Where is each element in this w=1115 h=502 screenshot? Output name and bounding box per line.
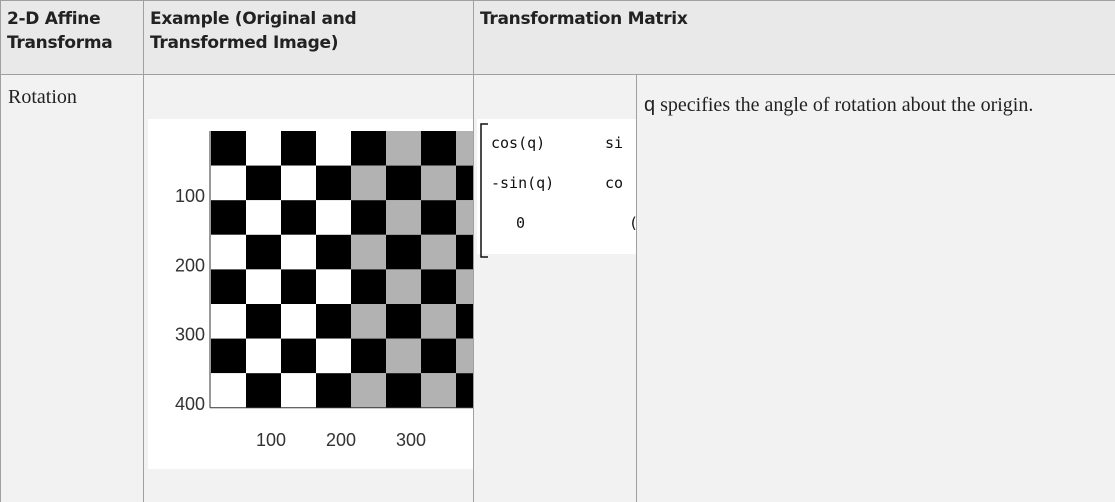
checker-square	[281, 338, 316, 374]
checker-square	[211, 234, 246, 270]
checker-square	[386, 234, 421, 270]
checker-square	[386, 373, 421, 408]
checker-square	[456, 304, 474, 339]
matrix-background	[477, 119, 637, 254]
checker-square	[421, 338, 456, 374]
header-text: Transformed Image)	[150, 33, 339, 53]
checker-square	[386, 338, 421, 374]
body-cell: q specifies the angle of rotation about …	[636, 74, 1115, 502]
symbol: q	[644, 94, 656, 116]
checker-square	[316, 338, 351, 374]
matrix-entry: 0	[516, 214, 525, 232]
header-cell: 2-D Affine Transforma	[0, 0, 144, 75]
body-cell: 1002003004001002003004	[143, 74, 474, 502]
checker-square	[386, 304, 421, 339]
y-tick-label: 100	[175, 186, 205, 206]
checker-square	[211, 269, 246, 304]
checker-square	[316, 165, 351, 201]
checker-square	[456, 338, 474, 374]
matrix-entry: si	[605, 134, 623, 152]
checker-square	[281, 131, 316, 166]
checker-square	[246, 373, 281, 408]
matrix-entry: (	[629, 214, 637, 232]
checker-square	[351, 304, 386, 339]
body-cell: cos(q) si -sin(q) co 0 (	[473, 74, 637, 502]
checker-square	[421, 165, 456, 201]
checker-square	[281, 304, 316, 339]
example-image: 1002003004001002003004	[148, 119, 474, 469]
checker-square	[211, 200, 246, 235]
checker-square	[386, 200, 421, 235]
checker-square	[351, 338, 386, 374]
checker-square	[246, 304, 281, 339]
checker-square	[421, 304, 456, 339]
matrix-entry: cos(q)	[491, 134, 545, 152]
header-text: Transforma	[7, 33, 113, 53]
checker-square	[456, 234, 474, 270]
checker-square	[246, 131, 281, 166]
checker-square	[211, 304, 246, 339]
checker-square	[386, 269, 421, 304]
checker-square	[456, 200, 474, 235]
header-text: Example (Original and	[150, 9, 357, 29]
checker-square	[456, 373, 474, 408]
checker-square	[351, 165, 386, 201]
description: specifies the angle of rotation about th…	[660, 94, 1034, 116]
checker-square	[281, 165, 316, 201]
header-text: 2-D Affine	[7, 9, 101, 29]
checker-square	[421, 269, 456, 304]
checker-square	[456, 269, 474, 304]
header-text: Transformation Matrix	[480, 9, 688, 29]
checker-square	[211, 165, 246, 201]
x-tick-label: 100	[256, 430, 286, 450]
checker-square	[421, 234, 456, 270]
checker-square	[351, 373, 386, 408]
checker-square	[281, 234, 316, 270]
checker-square	[316, 131, 351, 166]
checker-square	[351, 269, 386, 304]
checker-square	[281, 200, 316, 235]
checker-square	[351, 200, 386, 235]
checker-square	[246, 165, 281, 201]
checker-square	[246, 200, 281, 235]
checker-square	[316, 269, 351, 304]
checker-square	[316, 234, 351, 270]
checker-square	[281, 373, 316, 408]
header-cell: Transformation Matrix	[473, 0, 1115, 75]
checker-square	[421, 131, 456, 166]
y-tick-label: 300	[175, 325, 205, 345]
checker-square	[456, 165, 474, 201]
checker-square	[351, 131, 386, 166]
bracket	[480, 123, 488, 258]
matrix-entry: co	[605, 174, 623, 192]
matrix-entry: -sin(q)	[491, 174, 554, 192]
matrix-image: cos(q) si -sin(q) co 0 (	[477, 119, 637, 258]
checker-square	[246, 234, 281, 270]
checker-square	[421, 373, 456, 408]
checker-square	[316, 200, 351, 235]
row-name: Rotation	[8, 86, 77, 108]
checker-square	[211, 338, 246, 374]
checker-square	[316, 304, 351, 339]
checker-square	[456, 131, 474, 166]
x-tick-label: 200	[326, 430, 356, 450]
header-cell: Example (Original and Transformed Image)	[143, 0, 474, 75]
checker-square	[386, 165, 421, 201]
checker-square	[316, 373, 351, 408]
checker-square	[246, 338, 281, 374]
checker-square	[386, 131, 421, 166]
checker-square	[281, 269, 316, 304]
checker-square	[211, 373, 246, 408]
y-tick-label: 200	[175, 255, 205, 275]
body-cell: Rotation	[0, 74, 144, 502]
checker-square	[351, 234, 386, 270]
checker-square	[246, 269, 281, 304]
checker-square	[421, 200, 456, 235]
x-tick-label: 300	[396, 430, 426, 450]
checker-square	[211, 131, 246, 166]
y-tick-label: 400	[175, 394, 205, 414]
